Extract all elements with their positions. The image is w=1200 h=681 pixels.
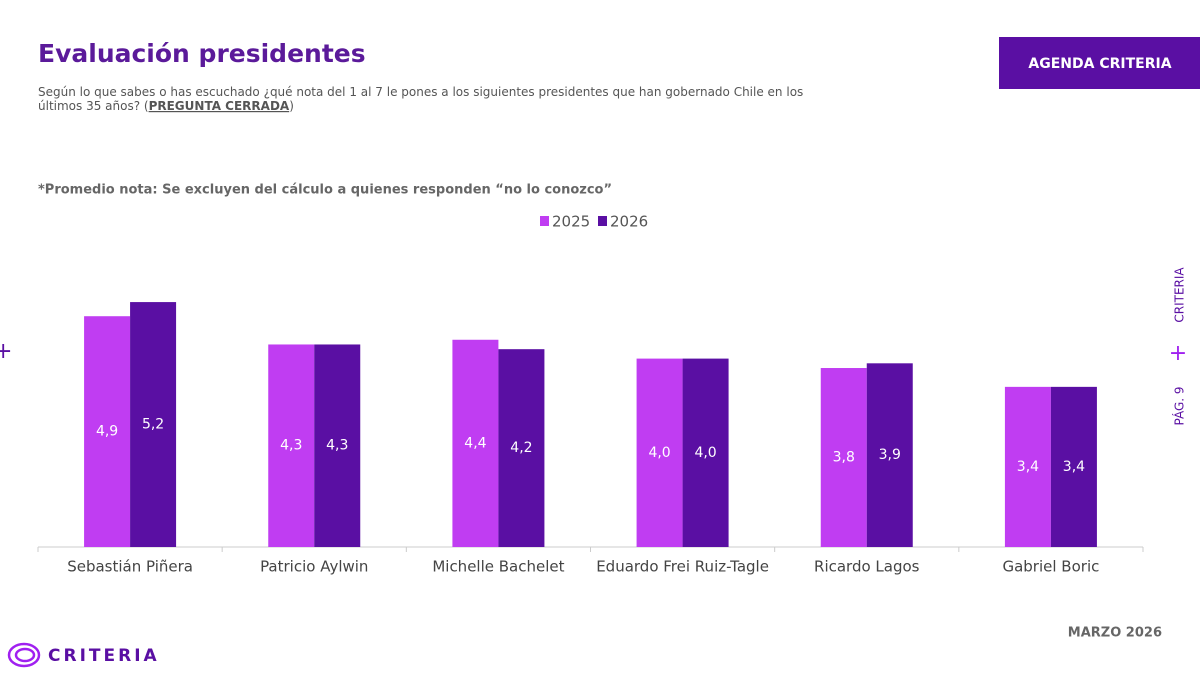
x-tick-label: Eduardo Frei Ruiz-Tagle (596, 558, 769, 576)
bar (820, 368, 867, 547)
plus-icon: + (1169, 341, 1187, 366)
value-label: 3,4 (1017, 459, 1039, 475)
x-tick-label: Ricardo Lagos (814, 558, 920, 576)
subtitle: últimos 35 años? (PREGUNTA CERRADA) (38, 99, 294, 113)
bar (314, 344, 361, 547)
value-label: 4,9 (96, 424, 118, 440)
x-tick-label: Patricio Aylwin (260, 558, 368, 576)
value-label: 3,4 (1063, 459, 1085, 475)
bar (1004, 386, 1051, 547)
value-label: 3,9 (879, 447, 901, 463)
bar (268, 344, 315, 547)
logo-mark (7, 642, 41, 668)
subtitle: Según lo que sabes o has escuchado ¿qué … (38, 85, 803, 99)
value-label: 3,8 (833, 450, 855, 466)
plus-icon: + (0, 339, 12, 364)
legend-swatch (540, 216, 549, 226)
value-label: 4,2 (510, 440, 532, 456)
bar (636, 358, 683, 547)
chart: 2025 2026 Sebastián Piñera 4,9 5,2 Patricio A… (37, 213, 1144, 576)
x-tick-label: Michelle Bachelet (432, 558, 564, 576)
bar (130, 302, 177, 547)
footer-date: MARZO 2026 (1068, 626, 1162, 641)
bar (1050, 386, 1097, 547)
badge: AGENDA CRITERIA (1028, 56, 1171, 72)
value-label: 4,0 (648, 445, 670, 461)
subtitle-line: últimos 35 años? ( (38, 99, 149, 113)
value-label: 5,2 (142, 417, 164, 433)
subtitle-line: Según lo que sabes o has escuchado ¿qué … (38, 85, 803, 99)
bar (452, 339, 499, 547)
note: *Promedio nota: Se excluyen del cálculo … (38, 183, 612, 198)
value-label: 4,4 (464, 435, 486, 451)
bar (682, 358, 729, 547)
badge-bg (999, 37, 1200, 89)
subtitle-end: ) (289, 99, 294, 113)
legend-label: 2026 (610, 213, 648, 231)
legend-label: 2025 (552, 213, 590, 231)
value-label: 4,3 (280, 438, 302, 454)
value-label: 4,3 (326, 438, 348, 454)
subtitle-emphasis: PREGUNTA CERRADA (149, 99, 290, 113)
side-label: CRITERIA (1173, 267, 1187, 323)
bar (84, 316, 131, 547)
bar (866, 363, 913, 547)
value-label: 4,0 (694, 445, 716, 461)
x-tick-label: Gabriel Boric (1002, 558, 1099, 576)
slide-title: Evaluación presidentes (38, 39, 366, 68)
page-label: PÁG. 9 (1172, 386, 1187, 425)
logo: CRITERIA (48, 646, 160, 666)
x-tick-label: Sebastián Piñera (67, 558, 193, 576)
bar (498, 349, 545, 547)
legend-swatch (598, 216, 607, 226)
